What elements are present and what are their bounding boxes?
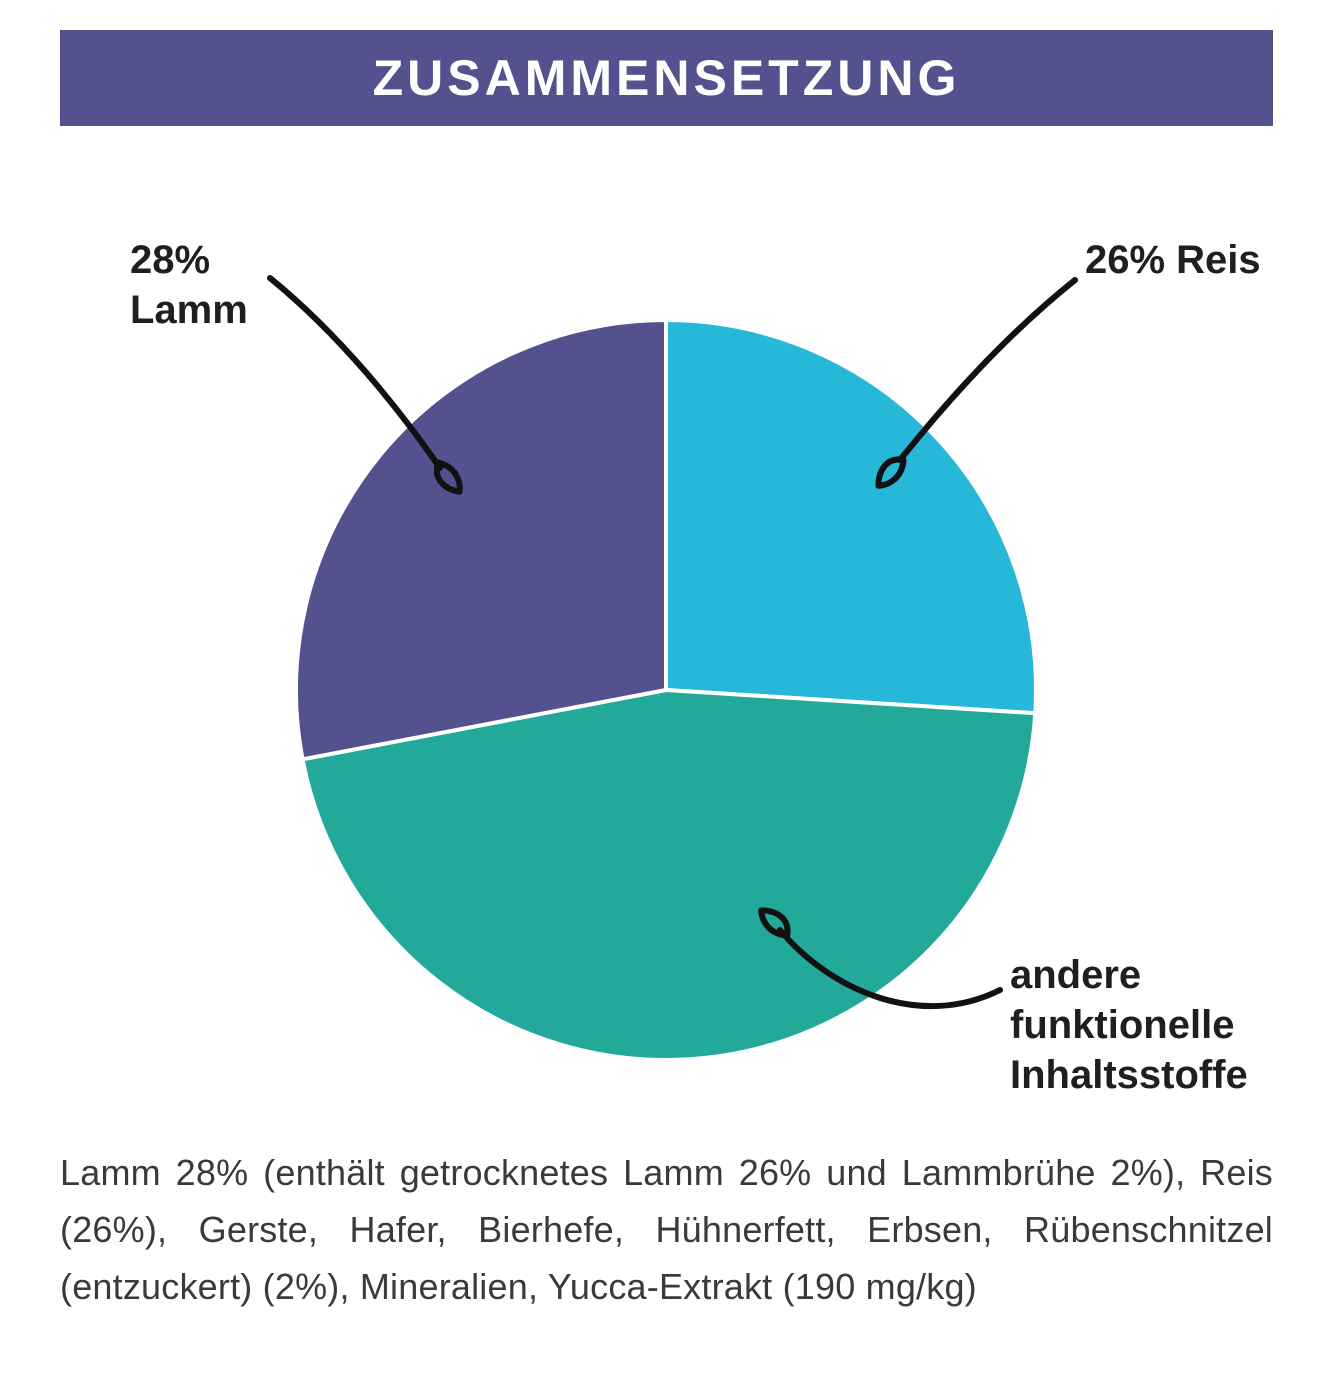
- callout-label-other: andere funktionelle Inhaltsstoffe: [1010, 950, 1248, 1100]
- page-root: ZUSAMMENSETZUNG 28% Lamm 26% Reis andere…: [0, 0, 1333, 1392]
- callout-arrow-reis: [872, 280, 1075, 491]
- ingredients-description: Lamm 28% (enthält getrocknetes Lamm 26% …: [60, 1145, 1273, 1316]
- title-bar: ZUSAMMENSETZUNG: [60, 30, 1273, 126]
- callout-other-line3: Inhaltsstoffe: [1010, 1053, 1248, 1097]
- callout-arrow-lamm: [270, 278, 466, 497]
- callout-lamm-line1: 28%: [130, 238, 210, 282]
- callout-reis-line1: 26% Reis: [1085, 238, 1261, 282]
- callout-other-line2: funktionelle: [1010, 1003, 1234, 1047]
- callout-lamm-line2: Lamm: [130, 285, 248, 335]
- callout-label-lamm: 28% Lamm: [130, 235, 248, 335]
- callout-label-reis: 26% Reis: [1085, 235, 1261, 285]
- pie-slice-reis: [666, 320, 1036, 713]
- pie-chart-area: 28% Lamm 26% Reis andere funktionelle In…: [0, 160, 1333, 1120]
- callout-other-line1: andere: [1010, 953, 1141, 997]
- pie-slice-lamm: [296, 320, 666, 759]
- title-text: ZUSAMMENSETZUNG: [373, 49, 961, 107]
